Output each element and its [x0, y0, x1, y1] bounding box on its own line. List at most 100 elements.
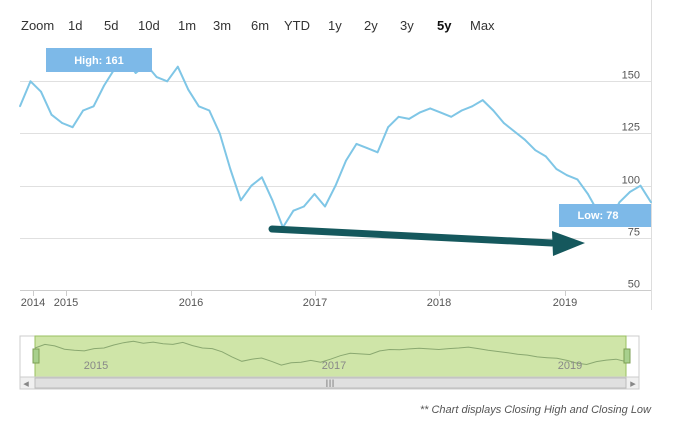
data-point: [618, 201, 621, 204]
data-point: [387, 126, 389, 129]
trend-arrow-shaft: [268, 225, 556, 247]
data-point: [471, 105, 474, 108]
navigator-line: [34, 340, 627, 366]
data-point: [345, 159, 347, 162]
data-point: [187, 88, 190, 91]
data-point: [439, 111, 442, 114]
data-point: [376, 151, 379, 154]
zoom-button-2y[interactable]: 2y: [364, 18, 378, 33]
price-chart: 50 75 100 125 150 2014 2015 2016 2017 2018 2019 H…: [19, 48, 652, 390]
scrollbar-grip: III: [325, 378, 334, 390]
price-line: [19, 57, 652, 229]
data-point: [176, 65, 179, 68]
trend-arrow-head: [552, 231, 585, 256]
y-tick-label: 125: [622, 122, 640, 134]
data-point: [82, 109, 84, 112]
x-tick-label: 2019: [553, 297, 577, 309]
data-point: [208, 109, 211, 112]
high-flag: [46, 48, 152, 72]
data-point: [250, 184, 253, 187]
x-tick-label: 2015: [54, 297, 78, 309]
navigator-year-label: 2017: [322, 360, 346, 372]
data-point: [19, 105, 21, 108]
navigator-year-label: 2015: [84, 360, 108, 372]
data-point: [513, 130, 516, 133]
navigator-right-handle[interactable]: [623, 348, 631, 364]
y-tick-label: 100: [622, 175, 640, 187]
x-tick-label: 2016: [179, 297, 203, 309]
zoom-label: Zoom: [21, 18, 55, 33]
navigator-year-label: 2019: [558, 360, 582, 372]
data-point: [460, 109, 463, 112]
data-point: [313, 193, 316, 195]
data-point: [134, 72, 137, 74]
data-point: [492, 109, 495, 112]
data-point: [408, 118, 410, 120]
scroll-right-arrow-icon[interactable]: ▸: [630, 378, 636, 390]
zoom-button-1d[interactable]: 1d: [68, 18, 83, 33]
data-point: [555, 168, 558, 170]
navigator-selection: [34, 335, 627, 378]
data-point: [40, 90, 42, 93]
scroll-left-arrow-icon[interactable]: ◂: [23, 378, 29, 390]
high-flag-label: High: 161: [74, 55, 124, 67]
data-point: [355, 143, 358, 145]
data-point: [261, 176, 263, 179]
data-point: [229, 168, 232, 170]
x-tick-label: 2014: [21, 297, 45, 309]
zoom-button-ytd[interactable]: YTD: [284, 18, 310, 33]
data-point: [334, 184, 337, 187]
data-point: [61, 122, 63, 124]
data-point: [271, 199, 274, 202]
data-point: [366, 147, 368, 150]
data-point: [450, 115, 453, 118]
data-point: [166, 80, 169, 83]
data-point: [534, 149, 537, 152]
data-point: [218, 132, 221, 135]
data-point: [523, 138, 526, 141]
zoom-button-5y[interactable]: 5y: [437, 18, 452, 33]
data-point: [587, 193, 589, 195]
zoom-button-1y[interactable]: 1y: [328, 18, 342, 33]
data-point: [239, 199, 242, 202]
y-tick-label: 50: [628, 279, 640, 291]
data-point: [544, 155, 547, 158]
data-point: [639, 184, 642, 187]
data-point: [155, 76, 158, 78]
zoom-button-1m[interactable]: 1m: [178, 18, 197, 33]
data-point: [50, 113, 53, 116]
chart-frame-edge: [651, 0, 652, 310]
data-point: [418, 111, 421, 114]
data-point: [650, 201, 652, 204]
data-point: [71, 126, 74, 129]
data-point: [103, 84, 105, 87]
navigator-left-handle[interactable]: [32, 348, 40, 364]
data-point: [566, 174, 568, 177]
data-point: [481, 99, 484, 101]
data-point: [629, 191, 631, 193]
data-point: [303, 205, 305, 208]
data-point: [197, 105, 200, 108]
data-point: [324, 205, 326, 208]
zoom-button-10d[interactable]: 10d: [138, 18, 160, 33]
zoom-button-6m[interactable]: 6m: [251, 18, 270, 33]
low-flag-label: Low: 78: [578, 210, 619, 222]
low-flag: [559, 204, 651, 227]
zoom-button-3y[interactable]: 3y: [400, 18, 414, 33]
data-point: [429, 107, 432, 110]
chart-footnote: ** Chart displays Closing High and Closi…: [419, 404, 651, 416]
data-point: [92, 105, 95, 108]
scrollbar-thumb[interactable]: [34, 377, 627, 389]
x-tick-label: 2017: [303, 297, 327, 309]
y-tick-label: 75: [628, 227, 640, 239]
data-point: [502, 122, 505, 124]
data-point: [29, 80, 32, 83]
zoom-toolbar: Zoom 1d 5d 10d 1m 3m 6m YTD 1y 2y 3y 5y …: [0, 0, 684, 50]
zoom-button-max[interactable]: Max: [470, 18, 495, 33]
zoom-button-3m[interactable]: 3m: [213, 18, 232, 33]
data-point: [397, 115, 400, 118]
y-tick-label: 150: [622, 70, 640, 82]
zoom-button-5d[interactable]: 5d: [104, 18, 119, 33]
data-point: [576, 178, 579, 181]
data-point: [292, 209, 295, 212]
